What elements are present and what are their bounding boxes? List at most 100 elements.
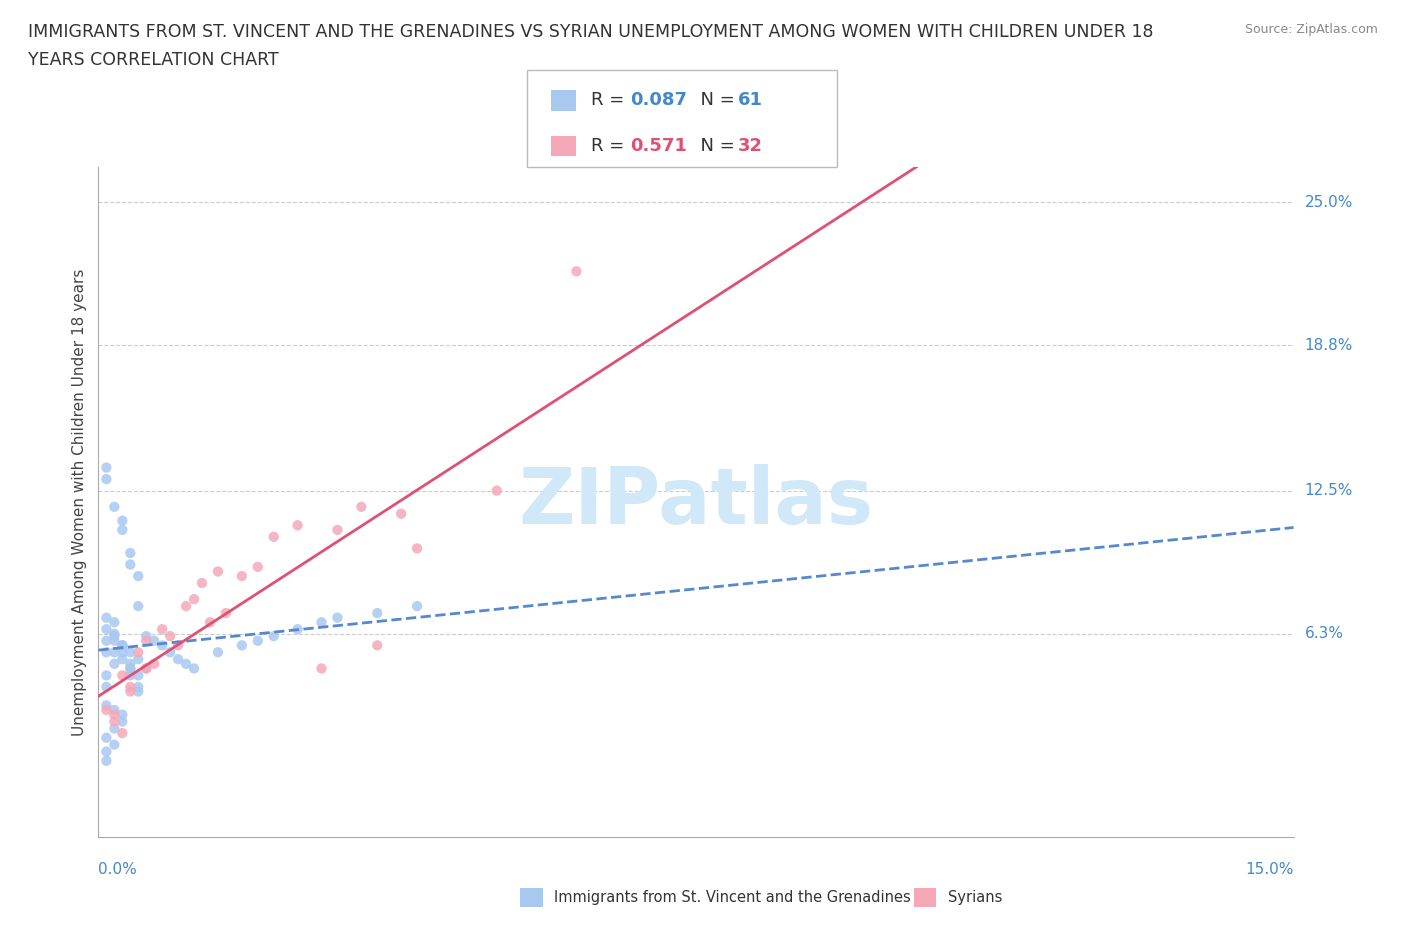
Text: 25.0%: 25.0% <box>1305 194 1353 209</box>
Point <box>103 644 125 659</box>
Point <box>159 629 181 644</box>
Point <box>111 638 134 653</box>
Text: 0.571: 0.571 <box>630 137 686 155</box>
Point <box>127 680 149 695</box>
Text: R =: R = <box>591 137 630 155</box>
Point <box>103 707 125 722</box>
Point <box>287 518 309 533</box>
Text: ZIPatlas: ZIPatlas <box>519 464 873 540</box>
Point <box>167 638 190 653</box>
Point <box>103 657 125 671</box>
Text: Syrians: Syrians <box>948 890 1002 905</box>
Point <box>326 523 349 538</box>
Point <box>127 684 149 699</box>
Text: 32: 32 <box>738 137 763 155</box>
Point <box>135 661 157 676</box>
Point <box>143 657 166 671</box>
Point <box>96 744 118 759</box>
Point <box>103 627 125 642</box>
Point <box>207 564 229 578</box>
Point <box>135 629 157 644</box>
Point <box>111 668 134 683</box>
Point <box>366 605 388 620</box>
Text: Source: ZipAtlas.com: Source: ZipAtlas.com <box>1244 23 1378 36</box>
Point <box>485 484 508 498</box>
Point <box>120 546 142 561</box>
Text: 61: 61 <box>738 91 763 110</box>
Point <box>326 610 349 625</box>
Point <box>127 568 149 583</box>
Point <box>111 707 134 722</box>
Point <box>167 652 190 667</box>
Point <box>389 506 412 521</box>
Point <box>150 622 173 637</box>
Point <box>311 661 333 676</box>
Point <box>96 668 118 683</box>
Point <box>103 633 125 648</box>
Point <box>111 638 134 653</box>
Point <box>103 629 125 644</box>
Point <box>103 714 125 729</box>
Point <box>111 714 134 729</box>
Point <box>120 557 142 572</box>
Point <box>120 684 142 699</box>
Point <box>111 638 134 653</box>
Point <box>143 633 166 648</box>
Point <box>246 560 269 575</box>
Point <box>103 737 125 752</box>
Point <box>231 638 253 653</box>
Point <box>120 680 142 695</box>
Point <box>263 529 285 544</box>
Text: N =: N = <box>689 137 741 155</box>
Text: Immigrants from St. Vincent and the Grenadines: Immigrants from St. Vincent and the Gren… <box>554 890 911 905</box>
Point <box>135 633 157 648</box>
Point <box>120 661 142 676</box>
Point <box>120 644 142 659</box>
Text: 12.5%: 12.5% <box>1305 484 1353 498</box>
Point <box>191 576 214 591</box>
Text: 15.0%: 15.0% <box>1246 862 1294 877</box>
Point <box>103 721 125 736</box>
Point <box>406 541 429 556</box>
Point <box>111 725 134 740</box>
Point <box>127 668 149 683</box>
Point <box>120 668 142 683</box>
Point <box>159 644 181 659</box>
Point <box>96 730 118 745</box>
Point <box>207 644 229 659</box>
Point <box>111 652 134 667</box>
Text: IMMIGRANTS FROM ST. VINCENT AND THE GRENADINES VS SYRIAN UNEMPLOYMENT AMONG WOME: IMMIGRANTS FROM ST. VINCENT AND THE GREN… <box>28 23 1153 41</box>
Point <box>96 702 118 717</box>
Point <box>96 753 118 768</box>
Point <box>311 615 333 630</box>
Point <box>183 661 205 676</box>
Point <box>215 605 238 620</box>
Point <box>111 644 134 659</box>
Point <box>127 652 149 667</box>
Point <box>96 680 118 695</box>
Text: 6.3%: 6.3% <box>1305 626 1344 642</box>
Point <box>96 622 118 637</box>
Point <box>350 499 373 514</box>
Point <box>111 513 134 528</box>
Point <box>246 633 269 648</box>
Point <box>96 633 118 648</box>
Point <box>287 622 309 637</box>
Text: 0.087: 0.087 <box>630 91 688 110</box>
Point <box>103 615 125 630</box>
Point <box>120 661 142 676</box>
Point <box>111 523 134 538</box>
Point <box>96 472 118 486</box>
Point <box>103 499 125 514</box>
Point <box>96 644 118 659</box>
Point <box>183 591 205 606</box>
Point <box>96 698 118 712</box>
Text: N =: N = <box>689 91 741 110</box>
Point <box>135 661 157 676</box>
Point <box>96 610 118 625</box>
Point <box>263 629 285 644</box>
Point <box>366 638 388 653</box>
Point <box>174 657 197 671</box>
Point <box>103 702 125 717</box>
Point <box>127 644 149 659</box>
